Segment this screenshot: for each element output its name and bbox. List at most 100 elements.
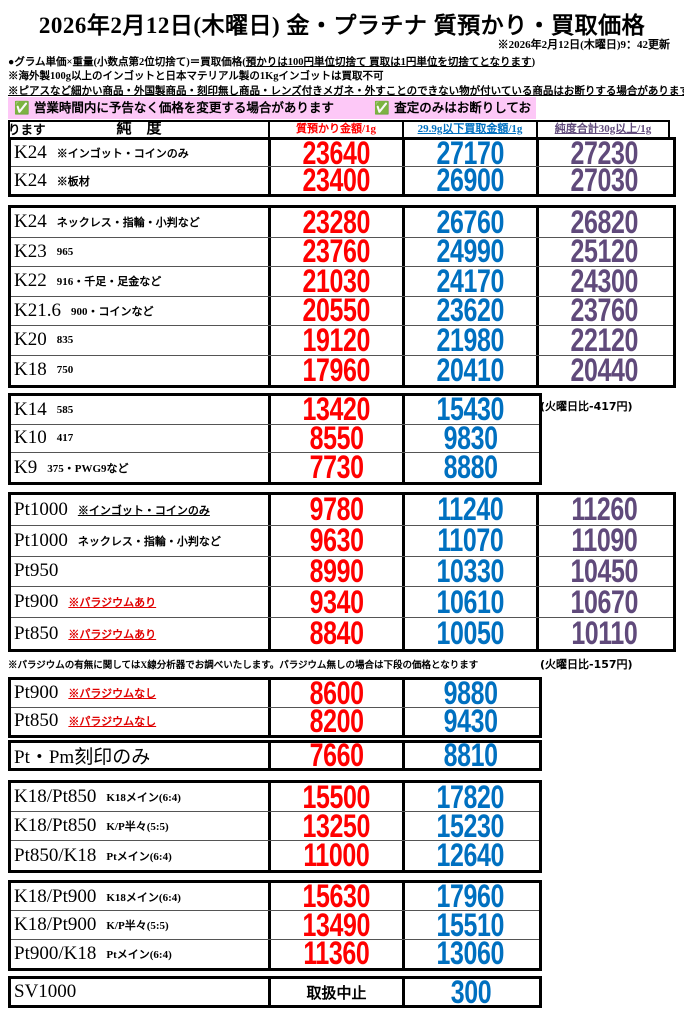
price-value: 23620 xyxy=(436,296,505,326)
buy-large-price-cell: 27230 xyxy=(539,140,670,166)
buy-small-price-cell: 12640 xyxy=(405,841,536,870)
price-value: 13060 xyxy=(436,939,505,968)
table-row: K24 ネックレス・指輪・小判など 23280 26760 26820 xyxy=(11,208,673,238)
price-value: 11360 xyxy=(303,939,370,968)
purity-label: K10 xyxy=(14,427,47,449)
purity-label: K20 xyxy=(14,329,47,351)
purity-label: Pt1000 xyxy=(14,529,68,551)
price-value: 21030 xyxy=(302,267,371,296)
palladium-note: ※パラジウムの有無に関してはX線分析器でお調べいたします。パラジウム無しの場合は… xyxy=(8,661,479,671)
purity-cell: K9 375・PWG9など xyxy=(11,453,271,482)
price-value: 8990 xyxy=(309,556,364,587)
buy-small-price-cell: 17960 xyxy=(405,883,536,910)
purity-label: K22 xyxy=(14,270,47,292)
purity-cell: SV1000 xyxy=(11,979,271,1005)
table-header: 純 度 質預かり金額/1g 29.9g以下買取金額/1g 純度合計30g以上/1… xyxy=(8,120,670,137)
price-value: 8200 xyxy=(309,707,364,736)
price-section: Pt1000 ※インゴット・コインのみ 9780 11240 11260 Pt1000 ネッ… xyxy=(8,492,676,652)
table-row: K21.6 900・コインなど 20550 23620 23760 xyxy=(11,296,673,326)
purity-sublabel: ※パラジウムあり xyxy=(68,628,157,641)
header-buy-small: 29.9g以下買取金額/1g xyxy=(404,122,538,137)
purity-cell: K18/Pt900 K18メイン(6:4) xyxy=(11,883,271,911)
price-value: 27030 xyxy=(570,167,639,194)
table-row: K18/Pt900 K/P半々(5:5) 13490 15510 xyxy=(11,911,539,940)
pawn-price-cell: 15630 xyxy=(271,883,405,911)
pawn-price-cell: 8550 xyxy=(271,424,405,453)
price-section: SV1000 取扱中止 300 xyxy=(8,976,542,1008)
table-row: Pt1000 ネックレス・指輪・小判など 9630 11070 11090 xyxy=(11,525,673,557)
price-value: 23400 xyxy=(302,167,371,194)
notice-price-change: ✅ 営業時間内に予告なく価格を変更する場合があります xyxy=(14,100,334,115)
price-value: 15230 xyxy=(436,812,505,840)
price-value: 24990 xyxy=(436,237,505,267)
buy-small-price-cell: 23620 xyxy=(405,296,539,326)
pawn-price-cell: 23400 xyxy=(271,167,405,194)
price-value: 10450 xyxy=(570,556,639,587)
purity-label: K18/Pt900 xyxy=(14,913,97,935)
pawn-price-cell: 13250 xyxy=(271,812,405,840)
purity-label: K18 xyxy=(14,359,47,381)
purity-sublabel: Ptメイン(6:4) xyxy=(106,850,172,863)
purity-cell: K24 ※板材 xyxy=(11,167,271,194)
price-section: K24 ネックレス・指輪・小判など 23280 26760 26820 K23 965 237… xyxy=(8,205,676,388)
price-value: 10050 xyxy=(436,618,505,649)
buy-large-price-cell: 11260 xyxy=(539,495,670,525)
table-row: K18 750 17960 20410 20440 xyxy=(11,355,673,386)
price-value: 23280 xyxy=(302,208,371,237)
purity-label: K18/Pt850 xyxy=(14,786,97,807)
table-row: Pt850/K18 Ptメイン(6:4) 11000 12640 xyxy=(11,841,539,870)
purity-sublabel: 965 xyxy=(56,245,74,258)
price-value: 20550 xyxy=(302,296,371,326)
pawn-price-cell: 取扱中止 xyxy=(271,979,405,1005)
price-value: 17820 xyxy=(436,783,505,811)
price-value: 8880 xyxy=(443,453,498,482)
table-row: K24 ※板材 23400 26900 27030 xyxy=(11,167,673,194)
pawn-price-cell: 17960 xyxy=(271,355,405,385)
buy-small-price-cell: 8810 xyxy=(405,743,536,768)
price-section: K18/Pt900 K18メイン(6:4) 15630 17960 K18/Pt900 K… xyxy=(8,880,542,971)
buy-small-price-cell: 9430 xyxy=(405,708,536,736)
platinum-daily-diff: (火曜日比-157円) xyxy=(540,658,633,671)
gold-daily-diff: (火曜日比-417円) xyxy=(540,400,633,413)
price-value: 10330 xyxy=(436,556,505,587)
purity-cell: K18/Pt850 K18メイン(6:4) xyxy=(11,783,271,811)
price-value: 9430 xyxy=(443,707,498,736)
price-value: 15630 xyxy=(302,883,371,911)
price-value: 26900 xyxy=(436,167,505,194)
purity-label: Pt900 xyxy=(14,591,59,613)
price-value: 15500 xyxy=(302,783,371,811)
price-value: 12640 xyxy=(436,841,505,870)
purity-label: Pt1000 xyxy=(14,498,68,520)
price-value: 8550 xyxy=(309,424,364,453)
price-value: 13250 xyxy=(302,812,371,840)
buy-small-price-cell: 15510 xyxy=(405,911,536,938)
pawn-price-cell: 20550 xyxy=(271,296,405,326)
purity-cell: K14 585 xyxy=(11,396,271,424)
buy-small-price-cell: 8880 xyxy=(405,453,536,482)
buy-small-price-cell: 24170 xyxy=(405,267,539,296)
buy-large-price-cell: 20440 xyxy=(539,356,670,386)
price-value: 10610 xyxy=(436,587,505,618)
pawn-price-cell: 23640 xyxy=(271,140,405,166)
purity-cell: K10 417 xyxy=(11,424,271,453)
price-value: 26820 xyxy=(570,208,639,237)
price-value: 21980 xyxy=(436,326,505,355)
purity-label: K24 xyxy=(14,169,47,191)
note-refusal: ※ピアスなど細かい商品・外国製商品・刻印無し商品・レンズ付きメガネ・外すことので… xyxy=(8,86,684,97)
buy-small-price-cell: 26760 xyxy=(405,208,539,237)
buy-small-price-cell: 27170 xyxy=(405,140,539,166)
price-value: 22120 xyxy=(570,326,639,355)
price-value: 9780 xyxy=(309,495,364,525)
pawn-price-cell: 8990 xyxy=(271,556,405,587)
purity-label: Pt850 xyxy=(14,622,59,644)
buy-small-price-cell: 20410 xyxy=(405,355,539,385)
pawn-price-cell: 11000 xyxy=(271,841,405,870)
pawn-price-cell: 15500 xyxy=(271,783,405,811)
table-row: Pt・Pm刻印のみ 7660 8810 xyxy=(11,743,539,768)
buy-small-price-cell: 11070 xyxy=(405,525,539,556)
price-value: 9880 xyxy=(443,680,498,707)
table-row: K18/Pt900 K18メイン(6:4) 15630 17960 xyxy=(11,883,539,912)
purity-label: K9 xyxy=(14,456,38,478)
purity-cell: K24 ネックレス・指輪・小判など xyxy=(11,208,271,237)
purity-sublabel: ※インゴット・コインのみ xyxy=(56,148,189,160)
